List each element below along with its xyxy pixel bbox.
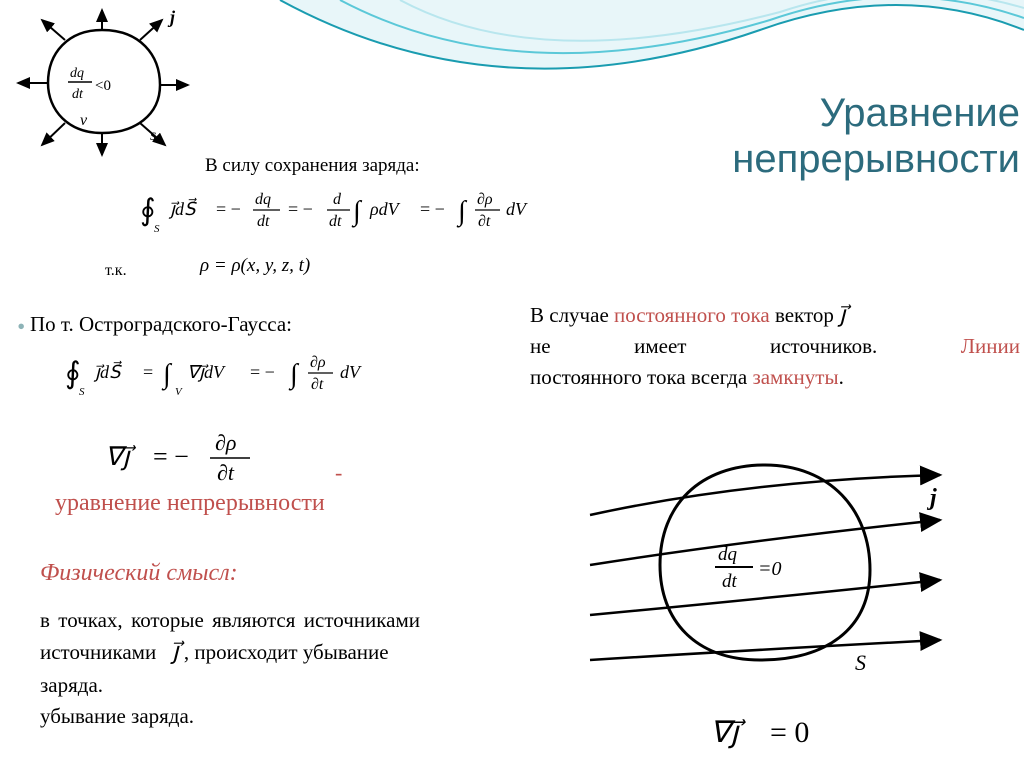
r3a: постоянного тока всегда bbox=[530, 365, 752, 389]
d2-label-s: S bbox=[855, 650, 866, 675]
svg-text:= −: = − bbox=[288, 199, 313, 219]
d2-inner-eq: =0 bbox=[758, 558, 782, 580]
slide-root: { "title": { "line1": "Уравнение", "line… bbox=[0, 0, 1024, 767]
svg-text:∂ρ: ∂ρ bbox=[310, 354, 326, 371]
svg-text:∫: ∫ bbox=[161, 359, 173, 391]
bullet-text: По т. Остроградского-Гаусса: bbox=[30, 312, 292, 336]
svg-text:= −: = − bbox=[420, 199, 445, 219]
formula-divj-zero: ∇j⃗ = 0 bbox=[710, 710, 890, 755]
r1b: постоянного тока bbox=[614, 303, 770, 327]
d1-label-j: j bbox=[167, 7, 176, 27]
d1-label-s: s bbox=[150, 127, 156, 144]
svg-text:dV: dV bbox=[340, 362, 362, 382]
svg-text:dt: dt bbox=[257, 213, 270, 230]
eqname-dash: - bbox=[335, 460, 342, 486]
svg-text:j⃗dS⃗: j⃗dS⃗ bbox=[93, 361, 122, 382]
phys-source-word: источниками bbox=[40, 640, 167, 664]
phys-body-1: в точках, которые являются источниками bbox=[40, 608, 420, 632]
svg-text:∇j⃗dV: ∇j⃗dV bbox=[187, 362, 226, 382]
r3b: замкнуты bbox=[752, 365, 838, 389]
phys-body-3: убывание заряда. bbox=[40, 704, 194, 728]
svg-text:V: V bbox=[175, 386, 183, 398]
svg-text:S: S bbox=[79, 386, 85, 398]
eqname: уравнение непрерывности bbox=[55, 490, 325, 517]
d1-inner-dq: dq bbox=[70, 66, 84, 81]
d1-inner-dt: dt bbox=[72, 87, 84, 102]
svg-text:∫: ∫ bbox=[351, 196, 363, 228]
formula-ostrogradsky: ∮ S j⃗dS⃗ = ∫ V ∇j⃗dV = − ∫ ∂ρ ∂t dV bbox=[65, 345, 465, 400]
svg-text:∇j⃗: ∇j⃗ bbox=[710, 716, 747, 749]
svg-text:∫: ∫ bbox=[288, 359, 300, 391]
svg-text:= −: = − bbox=[250, 362, 275, 382]
r3c: . bbox=[839, 365, 844, 389]
d1-inner-lt: <0 bbox=[95, 78, 111, 94]
r1a: В случае bbox=[530, 303, 614, 327]
caption-tk: т.к. bbox=[105, 262, 127, 280]
slide-title: Уравнение непрерывности bbox=[620, 90, 1020, 182]
formula-continuity: ∇j⃗ = − ∂ρ ∂t bbox=[105, 425, 305, 485]
svg-text:dq: dq bbox=[255, 191, 271, 208]
diagram-closed-lines: j S dq dt =0 bbox=[570, 425, 960, 695]
d2-inner-dt: dt bbox=[722, 571, 738, 592]
caption-conserve: В силу сохранения заряда: bbox=[205, 155, 420, 177]
d1-label-v: v bbox=[80, 112, 88, 129]
svg-text:∂t: ∂t bbox=[217, 460, 235, 485]
svg-text:S: S bbox=[154, 223, 160, 235]
r1d: j⃗ bbox=[839, 302, 845, 327]
svg-text:=: = bbox=[143, 362, 153, 382]
diagram-charge-outflow: j v s dq dt <0 bbox=[10, 5, 195, 160]
svg-text:∇j⃗: ∇j⃗ bbox=[105, 442, 137, 471]
formula-rho-args: ρ = ρ(x, y, z, t) bbox=[200, 255, 310, 277]
title-line1: Уравнение bbox=[820, 91, 1020, 135]
bullet-ostrogradsky: По т. Остроградского-Гаусса: bbox=[30, 312, 292, 337]
d2-label-j: j bbox=[926, 485, 937, 511]
svg-text:= −: = − bbox=[153, 442, 189, 471]
svg-text:= 0: = 0 bbox=[770, 716, 809, 749]
r1c: вектор bbox=[770, 303, 839, 327]
d2-inner-dq: dq bbox=[718, 544, 738, 565]
svg-text:∂ρ: ∂ρ bbox=[477, 191, 493, 208]
svg-text:= −: = − bbox=[216, 199, 241, 219]
svg-text:dt: dt bbox=[329, 213, 342, 230]
svg-text:∂ρ: ∂ρ bbox=[215, 430, 236, 455]
svg-text:ρdV: ρdV bbox=[369, 199, 401, 219]
svg-text:d: d bbox=[333, 191, 342, 208]
formula-surface-integral: ∮ S j⃗dS⃗ = − dq dt = − d dt ∫ ρdV = − ∫… bbox=[140, 182, 600, 237]
phys-jvec: j⃗ bbox=[172, 639, 179, 665]
svg-text:j⃗dS⃗: j⃗dS⃗ bbox=[168, 198, 197, 219]
phys-meaning-title: Физический смысл: bbox=[40, 560, 238, 587]
title-line2: непрерывности bbox=[732, 137, 1020, 181]
r2b: Линии bbox=[961, 334, 1020, 358]
svg-text:dV: dV bbox=[506, 199, 528, 219]
svg-text:∫: ∫ bbox=[456, 196, 468, 228]
phys-meaning-body: в точках, которые являются источниками и… bbox=[40, 605, 420, 731]
right-paragraph: В случае постоянного тока вектор j⃗ не и… bbox=[530, 298, 1020, 392]
r2a: не имеет источников. bbox=[530, 334, 961, 358]
svg-text:∂t: ∂t bbox=[478, 213, 491, 230]
svg-text:∂t: ∂t bbox=[311, 376, 324, 393]
